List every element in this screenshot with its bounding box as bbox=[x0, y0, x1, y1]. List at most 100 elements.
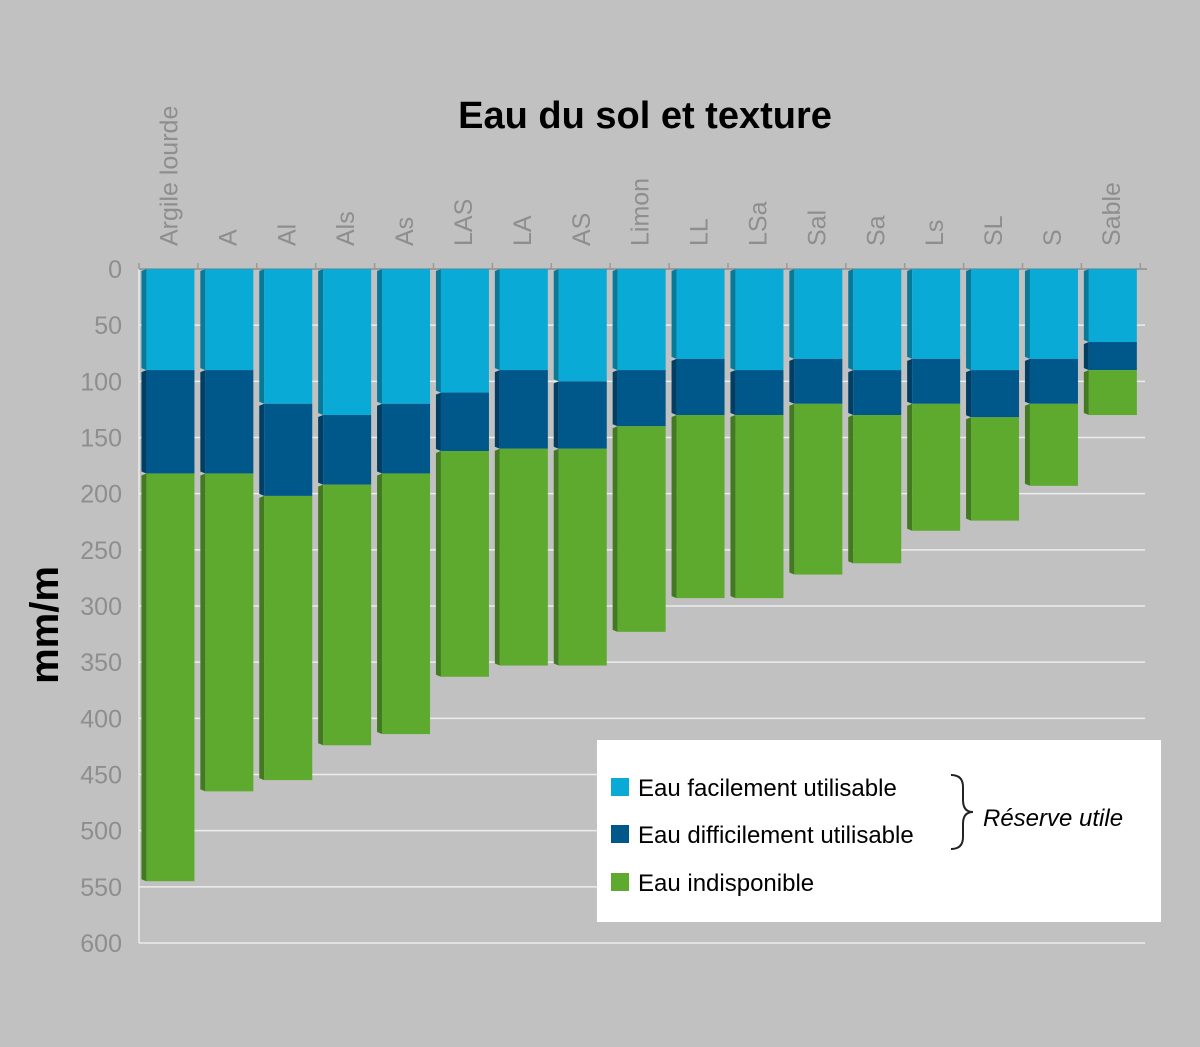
bar-segment bbox=[1029, 403, 1078, 486]
bar-segment bbox=[440, 269, 489, 393]
bar-segment bbox=[323, 484, 372, 746]
bar-segment-side bbox=[612, 269, 618, 371]
bar-segment-side bbox=[1083, 269, 1089, 343]
bar-segment-side bbox=[789, 403, 795, 575]
category-label: Ls bbox=[921, 220, 949, 246]
category-label: Argile lourde bbox=[155, 106, 183, 246]
bar-segment bbox=[617, 426, 666, 632]
bar-segment bbox=[264, 495, 313, 781]
bar-segment bbox=[676, 269, 725, 359]
category-label: SL bbox=[980, 215, 1008, 246]
category-label: AS bbox=[568, 213, 596, 246]
bar-segment bbox=[205, 473, 254, 792]
bar-segment-side bbox=[200, 269, 206, 371]
bar-segment bbox=[971, 370, 1020, 418]
bar-segment bbox=[1029, 269, 1078, 359]
y-tick-label: 400 bbox=[80, 705, 122, 733]
category-label: LL bbox=[686, 218, 714, 246]
bar-segment-side bbox=[259, 495, 265, 781]
bar-segment-side bbox=[789, 269, 795, 359]
bars bbox=[141, 269, 1137, 882]
category-label: Limon bbox=[627, 178, 655, 246]
y-tick-label: 450 bbox=[80, 762, 122, 790]
bar-segment bbox=[1088, 269, 1137, 343]
bar-segment-side bbox=[966, 269, 972, 371]
category-label: Sa bbox=[862, 215, 890, 246]
bar-segment-side bbox=[259, 269, 265, 404]
bar-segment bbox=[264, 269, 313, 404]
reserve-utile-label: Réserve utile bbox=[983, 805, 1123, 832]
bar-segment-side bbox=[435, 392, 441, 451]
bar-segment bbox=[735, 269, 784, 371]
bar-segment bbox=[853, 415, 902, 564]
bar-segment-side bbox=[730, 269, 736, 371]
bar-segment-side bbox=[1083, 342, 1089, 371]
bar-segment-side bbox=[377, 269, 383, 404]
category-label: As bbox=[391, 217, 419, 246]
bar-segment-side bbox=[1024, 358, 1030, 404]
bar-segment-side bbox=[494, 448, 500, 666]
bar-segment bbox=[853, 269, 902, 371]
legend-label: Eau difficilement utilisable bbox=[638, 822, 914, 849]
bar-segment-side bbox=[435, 450, 441, 677]
legend: Eau facilement utilisable Eau difficileme… bbox=[597, 740, 1161, 922]
bar-segment bbox=[205, 370, 254, 474]
bar-segment-side bbox=[1024, 269, 1030, 359]
legend-label: Eau facilement utilisable bbox=[638, 775, 897, 802]
bar-segment bbox=[558, 381, 607, 449]
bar-segment bbox=[499, 448, 548, 666]
bar-segment bbox=[617, 370, 666, 427]
bar-segment bbox=[440, 450, 489, 677]
bar-segment bbox=[1088, 370, 1137, 416]
category-label: Sable bbox=[1098, 182, 1126, 246]
y-tick-label: 600 bbox=[80, 930, 122, 958]
bar-segment bbox=[1088, 342, 1137, 371]
legend-swatch bbox=[611, 825, 629, 843]
bar-segment-side bbox=[612, 370, 618, 427]
category-label: A bbox=[214, 229, 242, 246]
bar-segment-side bbox=[494, 370, 500, 449]
y-tick-label: 0 bbox=[108, 256, 122, 284]
bar-segment bbox=[440, 392, 489, 451]
bar-segment bbox=[146, 370, 195, 474]
bar-segment-side bbox=[907, 358, 913, 404]
bar-segment-side bbox=[730, 415, 736, 599]
y-tick-labels: 0 50 100 150 200 250 300 350 400 450 500 550 600 bbox=[80, 256, 122, 958]
y-tick-label: 300 bbox=[80, 593, 122, 621]
bar-segment-side bbox=[553, 381, 559, 449]
bar-segment bbox=[1029, 358, 1078, 404]
y-tick-label: 550 bbox=[80, 874, 122, 902]
legend-box bbox=[597, 740, 1161, 922]
category-label: LSa bbox=[744, 201, 772, 246]
category-label: Sal bbox=[803, 210, 831, 246]
category-label: LA bbox=[509, 215, 537, 246]
bar-segment-side bbox=[848, 269, 854, 371]
bar-segment bbox=[971, 269, 1020, 371]
category-labels: Argile lourde A Al Als As LAS LA AS Limon LL LSa Sa… bbox=[155, 106, 1125, 246]
bar-segment-side bbox=[1024, 403, 1030, 486]
y-tick-label: 100 bbox=[80, 368, 122, 396]
bar-segment bbox=[205, 269, 254, 371]
y-tick-label: 250 bbox=[80, 537, 122, 565]
bar-segment-side bbox=[377, 403, 383, 474]
bar-segment-side bbox=[141, 269, 147, 371]
bar-segment-side bbox=[318, 269, 324, 416]
brace-icon bbox=[950, 774, 974, 850]
bar-segment bbox=[676, 358, 725, 416]
bar-segment-side bbox=[377, 473, 383, 735]
category-label: Als bbox=[332, 211, 360, 246]
bar-segment-side bbox=[553, 269, 559, 382]
y-tick-label: 200 bbox=[80, 481, 122, 509]
bar-segment bbox=[617, 269, 666, 371]
bar-segment-side bbox=[435, 269, 441, 393]
bar-segment-side bbox=[494, 269, 500, 371]
bar-segment bbox=[146, 473, 195, 882]
bar-segment bbox=[853, 370, 902, 416]
bar-segment-side bbox=[907, 269, 913, 359]
bar-segment bbox=[323, 269, 372, 416]
bar-segment bbox=[146, 269, 195, 371]
bar-segment-side bbox=[318, 415, 324, 485]
legend-swatch bbox=[611, 778, 629, 796]
y-tick-label: 500 bbox=[80, 818, 122, 846]
bar-segment-side bbox=[671, 269, 677, 359]
